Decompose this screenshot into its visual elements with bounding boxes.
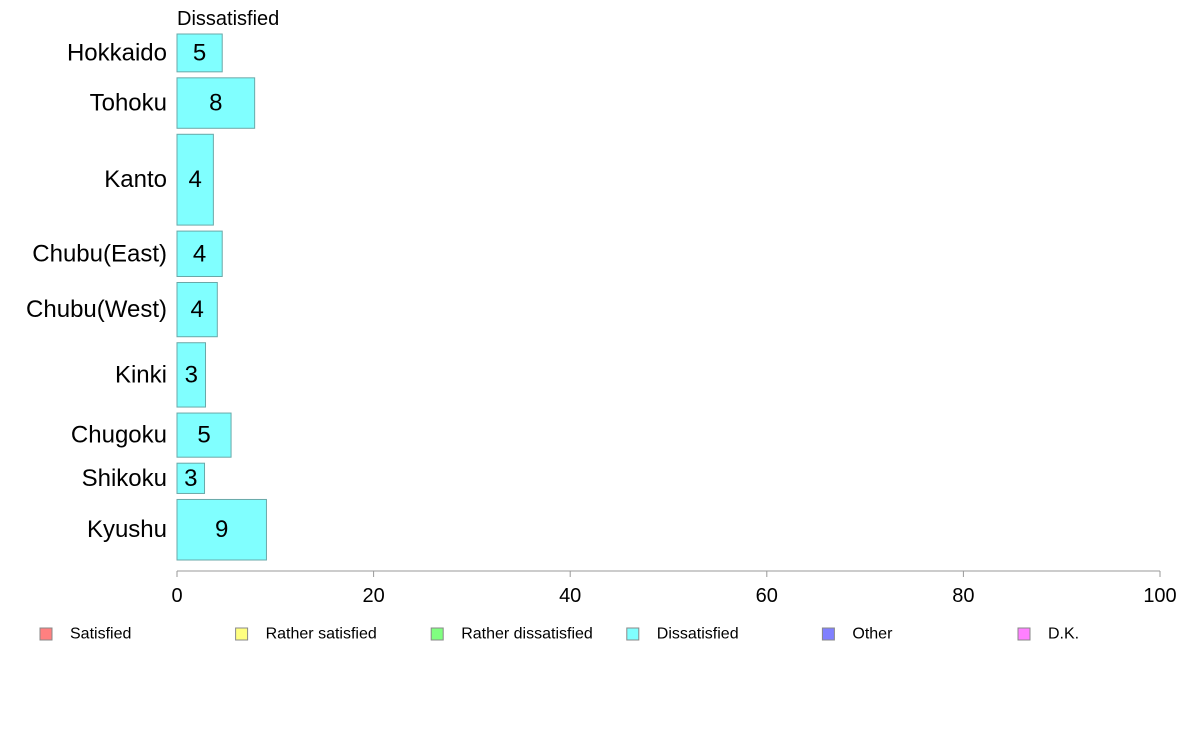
legend-label: Satisfied bbox=[70, 626, 131, 643]
bar-kyushu bbox=[176, 498, 267, 561]
legend-label: Other bbox=[852, 626, 893, 643]
data-label: 4 bbox=[193, 240, 206, 267]
x-axis: 0 20 40 60 80 100 bbox=[171, 570, 1177, 607]
category-label: Shikoku bbox=[82, 465, 167, 492]
legend-label: D.K. bbox=[1048, 626, 1079, 643]
x-tick-label: 40 bbox=[559, 585, 581, 607]
data-label: 3 bbox=[184, 465, 197, 492]
data-label: 8 bbox=[209, 90, 222, 117]
x-tick-label: 0 bbox=[171, 585, 182, 607]
category-label: Kyushu bbox=[87, 516, 167, 543]
category-label: Chubu(East) bbox=[32, 240, 167, 267]
category-label: Kanto bbox=[104, 166, 167, 193]
category-label: Kinki bbox=[115, 361, 167, 388]
data-label: 4 bbox=[189, 166, 202, 193]
legend-label: Rather satisfied bbox=[266, 626, 377, 643]
bar-tohoku bbox=[176, 77, 256, 129]
category-label: Chubu(West) bbox=[26, 296, 167, 323]
legend-swatch bbox=[626, 627, 640, 641]
bar-kinki bbox=[176, 342, 207, 408]
bar-chubu-east- bbox=[176, 230, 223, 277]
legend-swatch bbox=[430, 627, 444, 641]
data-label: 3 bbox=[185, 361, 198, 388]
legend-swatch bbox=[821, 627, 835, 641]
legend-swatch bbox=[235, 627, 249, 641]
bar-hokkaido bbox=[176, 33, 223, 73]
x-tick-label: 20 bbox=[362, 585, 384, 607]
bar-shikoku bbox=[176, 462, 206, 494]
legend-swatch bbox=[39, 627, 53, 641]
data-label: 5 bbox=[193, 39, 206, 66]
category-labels: Hokkaido Tohoku Kanto Chubu(East) Chubu(West… bbox=[26, 39, 167, 543]
data-label: 5 bbox=[197, 422, 210, 449]
legend-label: Rather dissatisfied bbox=[461, 626, 593, 643]
bar-chubu-west- bbox=[176, 281, 218, 338]
legend-swatch bbox=[1017, 627, 1031, 641]
legend: Satisfied Rather satisfied Rather dissatis… bbox=[39, 626, 1079, 643]
series-title: Dissatisfied bbox=[177, 8, 279, 30]
legend-label: Dissatisfied bbox=[657, 626, 739, 643]
category-label: Chugoku bbox=[71, 422, 167, 449]
x-tick-label: 80 bbox=[952, 585, 974, 607]
category-label: Tohoku bbox=[90, 90, 167, 117]
category-label: Hokkaido bbox=[67, 39, 167, 66]
bar-kanto bbox=[176, 133, 214, 226]
bar-chugoku bbox=[176, 412, 232, 458]
data-label: 4 bbox=[190, 296, 203, 323]
x-tick-label: 60 bbox=[756, 585, 778, 607]
bars-group bbox=[176, 33, 267, 561]
x-tick-label: 100 bbox=[1143, 585, 1176, 607]
data-label: 9 bbox=[215, 516, 228, 543]
